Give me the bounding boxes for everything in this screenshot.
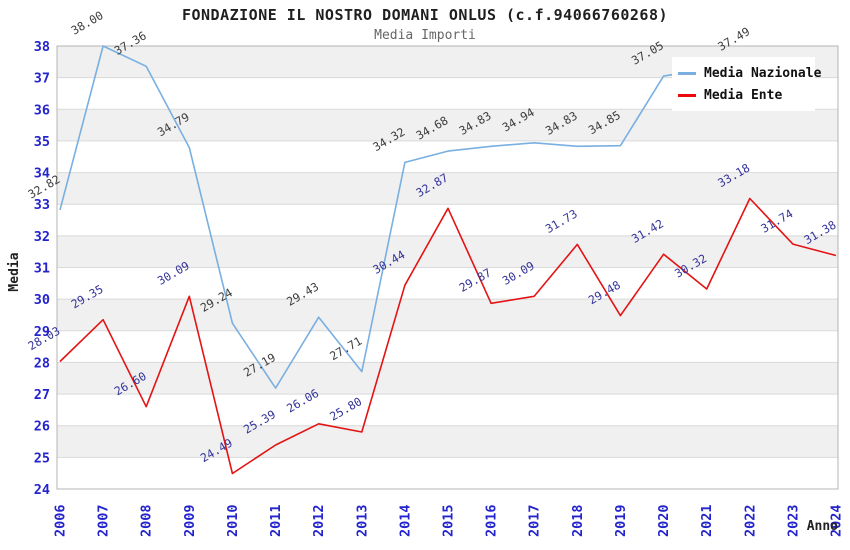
y-tick-label: 35 [34, 134, 50, 150]
y-tick-label: 27 [34, 387, 50, 403]
x-tick-label: 2021 [699, 504, 715, 537]
y-tick-label: 30 [34, 292, 50, 308]
x-tick-label: 2017 [527, 504, 543, 537]
plot-band [57, 235, 838, 268]
x-tick-label: 2023 [785, 504, 801, 537]
y-tick-label: 38 [34, 39, 50, 55]
legend: Media Nazionale Media Ente [672, 57, 821, 111]
y-tick-label: 37 [34, 71, 50, 87]
x-tick-label: 2015 [441, 504, 457, 537]
x-tick-label: 2006 [53, 504, 69, 537]
x-tick-label: 2011 [268, 504, 284, 537]
x-tick-label: 2007 [96, 504, 112, 537]
x-tick-label: 2016 [484, 504, 500, 537]
plot-band [57, 394, 838, 426]
y-tick-label: 36 [34, 102, 50, 118]
y-tick-label: 32 [34, 229, 50, 245]
y-tick-label: 31 [34, 261, 50, 277]
legend-swatch-red-line-icon [678, 93, 696, 97]
plot-band [57, 172, 838, 205]
x-tick-label: 2024 [829, 504, 845, 537]
y-tick-label: 29 [34, 324, 50, 340]
series-line-media-nazionale [59, 45, 750, 389]
legend-swatch-blue-line-icon [678, 71, 696, 75]
plot-band [57, 457, 838, 489]
x-tick-label: 2020 [656, 504, 672, 537]
x-tick-label: 2019 [613, 504, 629, 537]
plot-band [57, 330, 838, 363]
plot-border [56, 45, 839, 490]
y-tick-label: 28 [34, 355, 50, 371]
x-tick-label: 2008 [139, 504, 155, 537]
x-tick-label: 2012 [311, 504, 327, 537]
legend-label-media-nazionale: Media Nazionale [704, 65, 822, 81]
chart-subtitle: Media Importi [374, 28, 476, 43]
legend-item-media-ente: Media Ente [678, 84, 815, 106]
y-tick-label: 26 [34, 419, 50, 435]
plot-band [57, 299, 838, 331]
x-tick-label: 2013 [354, 504, 370, 537]
x-tick-label: 2010 [225, 504, 241, 537]
x-tick-label: 2018 [570, 504, 586, 537]
y-tick-label: 24 [34, 482, 50, 498]
y-tick-label: 25 [34, 450, 50, 466]
data-label: 38.00 [69, 8, 106, 37]
plot-band [57, 140, 838, 173]
legend-label-media-ente: Media Ente [704, 87, 783, 103]
x-tick-label: 2022 [742, 504, 758, 537]
chart-title: FONDAZIONE IL NOSTRO DOMANI ONLUS (c.f.9… [181, 6, 669, 24]
x-tick-label: 2014 [397, 504, 413, 537]
plot-band [57, 362, 838, 395]
plot-band [57, 425, 838, 458]
plot-band [57, 267, 838, 300]
y-tick-label: 34 [34, 166, 50, 182]
legend-item-media-nazionale: Media Nazionale [678, 62, 821, 84]
plot-band [57, 109, 838, 141]
x-tick-label: 2009 [182, 504, 198, 537]
y-axis-title: Media [7, 252, 22, 292]
x-axis-title: Anno [806, 519, 838, 534]
y-tick-label: 33 [34, 197, 50, 213]
series-line-media-ente [59, 197, 837, 475]
